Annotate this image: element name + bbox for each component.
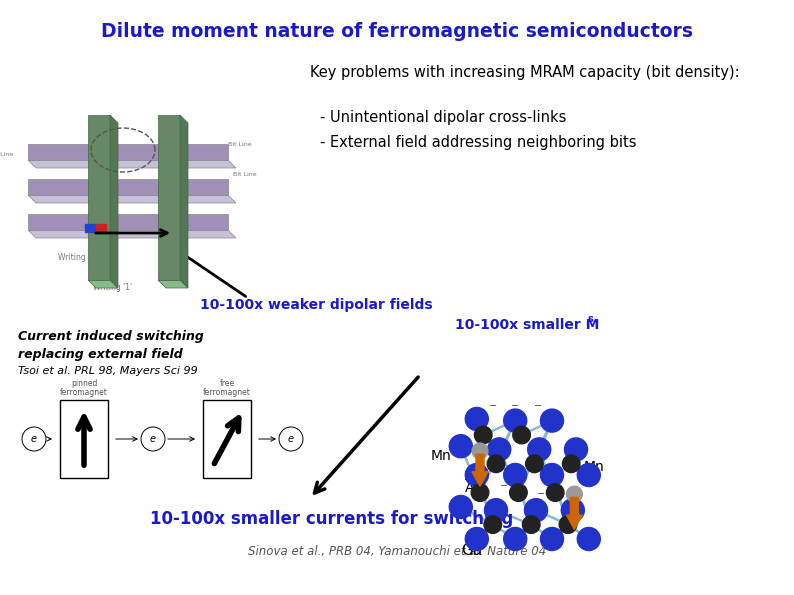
- Circle shape: [541, 464, 564, 487]
- Polygon shape: [28, 160, 236, 168]
- Text: Dilute moment nature of ferromagnetic semiconductors: Dilute moment nature of ferromagnetic se…: [101, 22, 693, 41]
- Text: Key problems with increasing MRAM capacity (bit density):: Key problems with increasing MRAM capaci…: [310, 65, 740, 80]
- Polygon shape: [88, 115, 110, 280]
- Text: replacing external field: replacing external field: [18, 348, 183, 361]
- Circle shape: [449, 435, 472, 458]
- Circle shape: [471, 484, 489, 502]
- Text: Sinova et al., PRB 04, Yamanouchi et al. Nature 04: Sinova et al., PRB 04, Yamanouchi et al.…: [248, 545, 546, 558]
- Polygon shape: [28, 195, 236, 203]
- Circle shape: [510, 484, 527, 502]
- Circle shape: [528, 438, 551, 461]
- Circle shape: [472, 443, 488, 459]
- Text: 10-100x smaller M: 10-100x smaller M: [455, 318, 599, 332]
- Text: −: −: [543, 425, 551, 435]
- Circle shape: [577, 528, 600, 550]
- Circle shape: [566, 486, 582, 502]
- Circle shape: [503, 464, 526, 487]
- Polygon shape: [28, 214, 228, 230]
- Bar: [96, 224, 106, 232]
- FancyArrow shape: [566, 497, 583, 530]
- Circle shape: [488, 455, 505, 472]
- Text: −: −: [511, 401, 519, 411]
- Text: free: free: [219, 379, 234, 388]
- Text: Word Line: Word Line: [0, 152, 13, 158]
- Text: Mn: Mn: [430, 449, 451, 463]
- Polygon shape: [28, 144, 228, 160]
- Polygon shape: [88, 280, 118, 288]
- Polygon shape: [158, 280, 188, 288]
- Text: Mn: Mn: [584, 460, 605, 474]
- Text: pinned: pinned: [71, 379, 97, 388]
- Text: e: e: [150, 434, 156, 444]
- Circle shape: [559, 516, 576, 533]
- Text: 10-100x weaker dipolar fields: 10-100x weaker dipolar fields: [200, 298, 433, 312]
- Circle shape: [488, 438, 511, 461]
- Circle shape: [565, 438, 588, 461]
- Text: - Unintentional dipolar cross-links: - Unintentional dipolar cross-links: [320, 110, 566, 125]
- Text: Bit Line: Bit Line: [228, 142, 252, 148]
- Text: e: e: [31, 434, 37, 444]
- Circle shape: [526, 455, 543, 472]
- Circle shape: [465, 528, 488, 550]
- Text: - External field addressing neighboring bits: - External field addressing neighboring …: [320, 135, 637, 150]
- Text: e: e: [288, 434, 294, 444]
- Circle shape: [541, 409, 564, 432]
- Polygon shape: [110, 115, 118, 288]
- Text: −: −: [537, 489, 545, 499]
- Circle shape: [525, 499, 548, 522]
- Circle shape: [503, 528, 526, 550]
- Text: Bit Line: Bit Line: [233, 173, 256, 177]
- Text: Writing '0': Writing '0': [58, 253, 97, 262]
- Text: Writing '1': Writing '1': [94, 283, 133, 292]
- Text: −: −: [500, 481, 508, 491]
- Text: 10-100x smaller currents for switching: 10-100x smaller currents for switching: [150, 510, 513, 528]
- Circle shape: [562, 455, 580, 472]
- Text: −: −: [534, 401, 542, 411]
- Circle shape: [522, 516, 540, 533]
- Circle shape: [474, 426, 492, 444]
- Bar: [85, 224, 95, 232]
- Text: ferromagnet: ferromagnet: [203, 388, 251, 397]
- Circle shape: [513, 426, 530, 444]
- Polygon shape: [180, 115, 188, 288]
- Text: Current induced switching: Current induced switching: [18, 330, 204, 343]
- Circle shape: [449, 496, 472, 518]
- Circle shape: [546, 484, 564, 502]
- Polygon shape: [158, 115, 180, 280]
- Text: $\overline{\mathregular{As}}$: $\overline{\mathregular{As}}$: [464, 478, 483, 497]
- Circle shape: [503, 409, 526, 432]
- FancyArrow shape: [472, 454, 488, 486]
- Bar: [203, 400, 251, 478]
- Text: −: −: [540, 470, 548, 480]
- Circle shape: [561, 499, 584, 522]
- Circle shape: [541, 528, 564, 550]
- Polygon shape: [28, 179, 228, 195]
- Circle shape: [465, 408, 488, 431]
- Circle shape: [484, 499, 507, 522]
- Text: Tsoi et al. PRL 98, Mayers Sci 99: Tsoi et al. PRL 98, Mayers Sci 99: [18, 366, 198, 376]
- Text: −: −: [489, 401, 497, 411]
- Text: ferromagnet: ferromagnet: [60, 388, 108, 397]
- Polygon shape: [28, 230, 236, 238]
- Circle shape: [577, 464, 600, 487]
- Circle shape: [465, 464, 488, 487]
- Bar: [60, 400, 108, 478]
- Circle shape: [484, 516, 502, 533]
- Text: Ga: Ga: [461, 543, 482, 558]
- Text: s: s: [587, 314, 593, 324]
